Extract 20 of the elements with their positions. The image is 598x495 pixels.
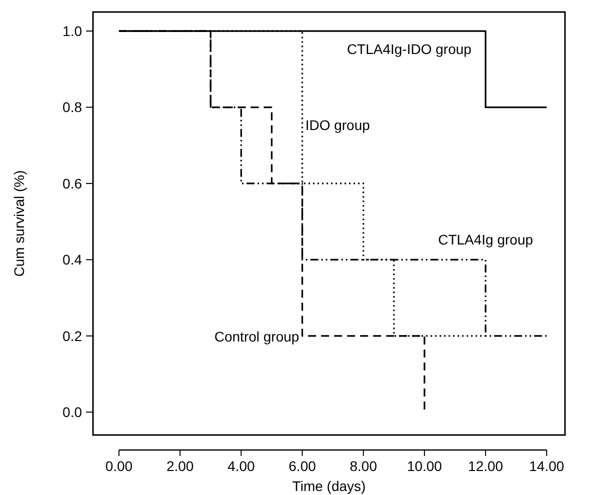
y-tick-label: 0.0 xyxy=(62,404,82,420)
x-tick-label: 8.00 xyxy=(350,458,378,474)
x-tick-label: 0.00 xyxy=(105,458,133,474)
y-tick-label: 0.8 xyxy=(62,99,82,116)
x-tick-label: 10.00 xyxy=(406,458,442,474)
series-label: IDO group xyxy=(305,117,370,134)
x-tick-label: 4.00 xyxy=(228,458,256,474)
y-tick-label: 0.2 xyxy=(62,328,82,344)
x-tick-label: 6.00 xyxy=(288,458,316,474)
y-tick-label: 1.0 xyxy=(62,22,82,39)
x-tick-label: 2.00 xyxy=(166,458,194,474)
series-label: CTLA4Ig group xyxy=(438,231,534,248)
y-tick-label: 0.6 xyxy=(62,175,82,192)
y-tick-label: 0.4 xyxy=(62,252,82,268)
series-label: CTLA4Ig-IDO group xyxy=(346,40,472,57)
x-axis-title: Time (days) xyxy=(292,478,366,494)
series-label: Control group xyxy=(214,328,300,345)
y-axis-title: Cum survival (%) xyxy=(11,170,27,277)
x-tick-label: 14.00 xyxy=(529,458,564,474)
x-tick-label: 12.00 xyxy=(468,458,504,474)
